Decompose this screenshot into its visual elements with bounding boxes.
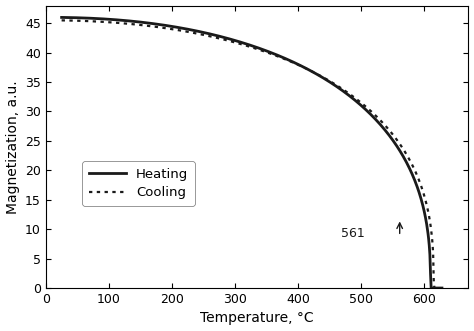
- Heating: [428, 286, 434, 290]
- Line: Heating: Heating: [62, 18, 442, 288]
- Y-axis label: Magnetization, a.u.: Magnetization, a.u.: [6, 80, 19, 213]
- Heating: [313, 71, 319, 75]
- Cooling: [230, 40, 236, 44]
- Heating: [59, 16, 64, 20]
- Heating: [345, 93, 351, 97]
- Heating: [231, 38, 237, 42]
- Text: 561: 561: [341, 227, 365, 240]
- Cooling: [311, 71, 317, 74]
- Heating: [156, 23, 162, 26]
- Cooling: [59, 19, 64, 23]
- Legend: Heating, Cooling: Heating, Cooling: [82, 161, 195, 206]
- X-axis label: Temperature, °C: Temperature, °C: [201, 311, 314, 325]
- Heating: [439, 286, 445, 290]
- Heating: [126, 19, 132, 23]
- Cooling: [437, 286, 443, 290]
- Cooling: [156, 25, 162, 29]
- Line: Cooling: Cooling: [62, 21, 440, 288]
- Cooling: [126, 22, 131, 26]
- Cooling: [431, 286, 437, 290]
- Cooling: [282, 57, 288, 61]
- Cooling: [344, 90, 349, 94]
- Heating: [283, 57, 289, 61]
